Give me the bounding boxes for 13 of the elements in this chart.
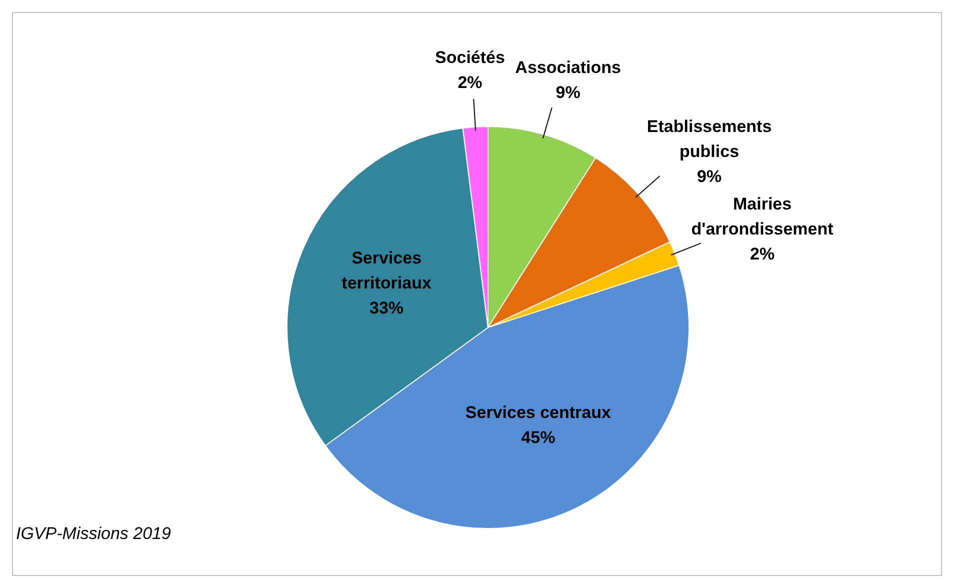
slice-label: Services centraux	[465, 403, 612, 422]
slice-label: Mairies d'arrondissement	[691, 194, 834, 239]
data-label: 45%	[521, 428, 556, 448]
slice-label: Etablissements publics	[646, 116, 772, 161]
slice-label: Services territoriaux	[342, 248, 432, 292]
text: IGVP-Missions 2019	[16, 524, 171, 544]
slice-label: Sociétés	[435, 48, 505, 68]
data-label: 33%	[370, 298, 404, 318]
slice-label: Associations	[515, 58, 621, 77]
data-label: 2%	[458, 73, 482, 92]
data-label: 2%	[750, 244, 775, 264]
data-label: 9%	[556, 82, 580, 102]
data-label: 9%	[696, 166, 722, 186]
